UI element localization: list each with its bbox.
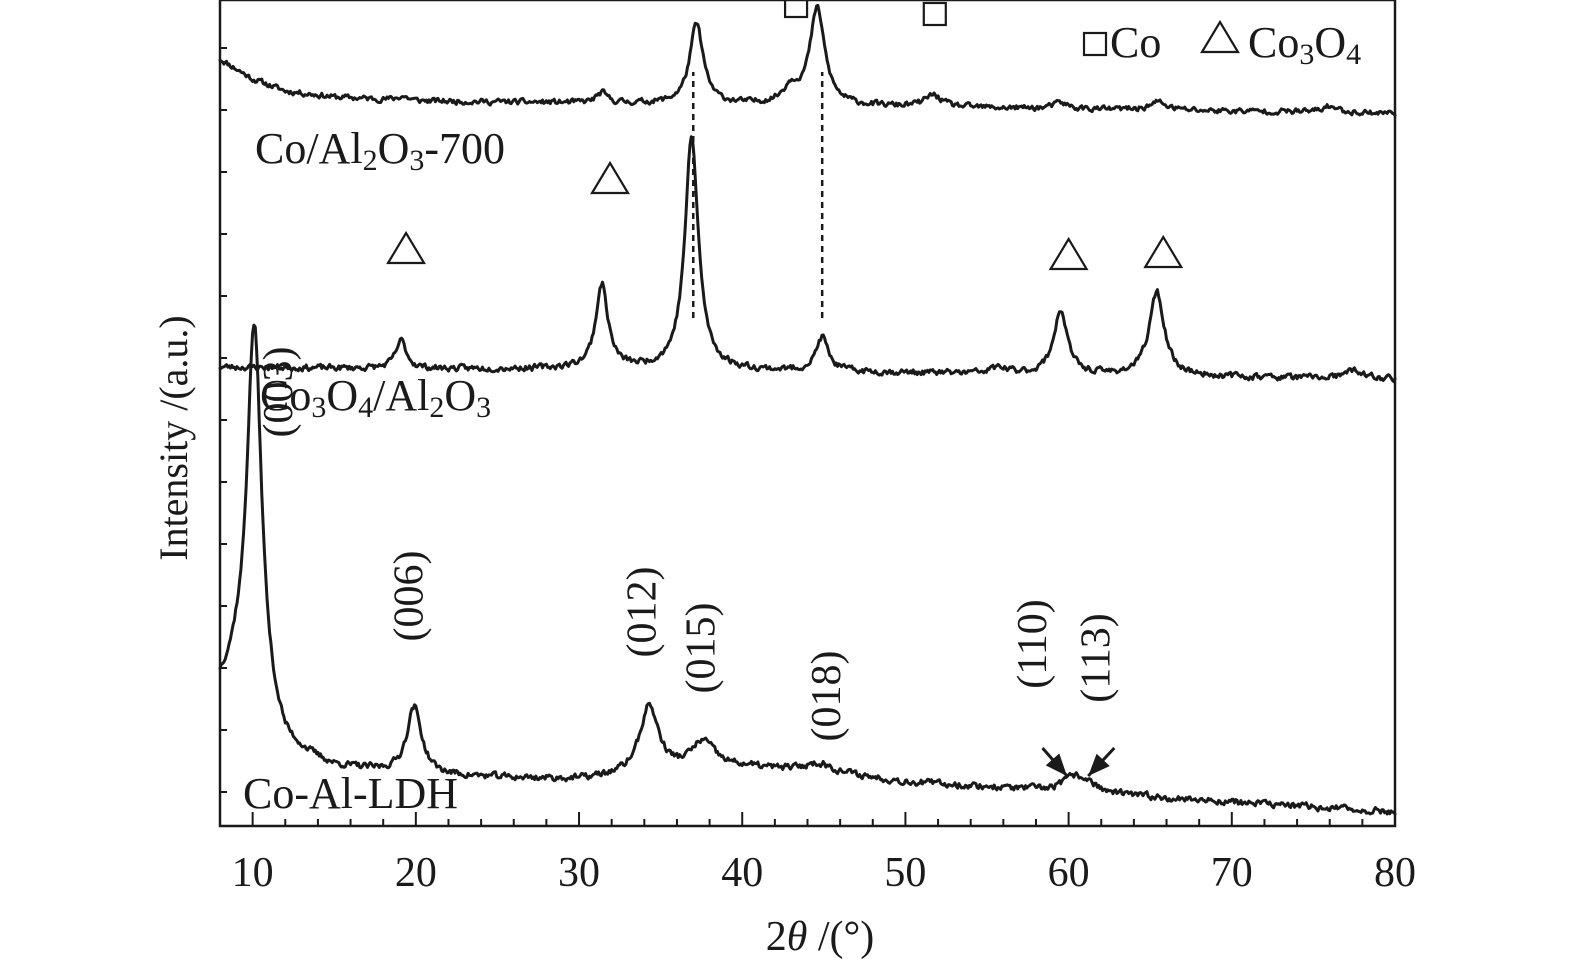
- legend: Co Co3O4: [1082, 18, 1361, 71]
- miller-index-label: (113): [1073, 613, 1119, 702]
- legend-square-symbol: [1082, 31, 1108, 57]
- x-tick-label: 20: [395, 850, 437, 896]
- x-tick-label: 70: [1211, 850, 1253, 896]
- series-label-1-part: 3: [311, 391, 326, 424]
- x-ticks: 10 20 30 40 50 60 70 80: [232, 812, 1416, 896]
- plot-area: Co/Al2O3-700Co3O4/Al2O3Co-Al-LDH(003)(00…: [218, 0, 1397, 818]
- x-tick-label: 10: [232, 850, 274, 896]
- y-axis-label: Intensity /(a.u.): [151, 315, 196, 561]
- x-axis-label-prefix: 2: [766, 914, 787, 960]
- legend-label-co3o4: Co3O4: [1248, 18, 1361, 71]
- series-label-0-part: 2: [363, 144, 378, 177]
- series-trace-2: [218, 323, 1397, 816]
- series-label-1: Co3O4/Al2O3: [260, 371, 491, 424]
- arrow-head-1: [1088, 753, 1110, 776]
- peak-marker-triangle-7: [1143, 234, 1184, 269]
- arrow-head-0: [1045, 753, 1067, 776]
- x-tick-label: 50: [884, 850, 926, 896]
- miller-index-label: (003): [256, 347, 302, 438]
- series-label-0-part: 3: [409, 144, 424, 177]
- series-label-1-part: O: [326, 371, 358, 420]
- peak-marker-triangle-5: [590, 160, 630, 195]
- series-label-1-part: O: [444, 371, 476, 420]
- series-label-0-part: O: [378, 124, 410, 173]
- series-label-1-part: 4: [358, 391, 373, 424]
- series-label-1-part: Co: [260, 371, 311, 420]
- series-label-1-part: 3: [476, 391, 491, 424]
- series-trace-1: [218, 135, 1397, 384]
- x-tick-label: 30: [558, 850, 600, 896]
- x-tick-label: 80: [1374, 850, 1416, 896]
- miller-index-label: (110): [1010, 599, 1056, 688]
- x-axis-label-theta: θ: [787, 914, 808, 960]
- legend-label-co-part: Co: [1110, 18, 1161, 67]
- series-label-2: Co-Al-LDH: [243, 769, 458, 818]
- x-tick-label: 40: [721, 850, 763, 896]
- legend-label-co3o4-part: O: [1314, 18, 1346, 67]
- y-ticks: [220, 47, 227, 793]
- legend-label-co3o4-part: 3: [1299, 38, 1314, 71]
- legend-label-co: Co: [1110, 18, 1161, 67]
- peak-marker-square-2: [783, 0, 809, 19]
- miller-index-label: (012): [620, 567, 666, 658]
- x-tick-label: 60: [1048, 850, 1090, 896]
- peak-marker-square-3: [922, 1, 947, 27]
- peak-marker-triangle-4: [386, 230, 426, 265]
- series-label-0-part: -700: [424, 124, 505, 173]
- series-label-0: Co/Al2O3-700: [255, 124, 505, 177]
- series-label-2-part: Co-Al-LDH: [243, 769, 458, 818]
- x-axis-label-suffix: /(°): [807, 914, 874, 960]
- series-label-0-part: Co/Al: [255, 124, 363, 173]
- legend-triangle-symbol: [1200, 19, 1240, 54]
- peak-marker-triangle-6: [1048, 236, 1089, 271]
- miller-index-label: (006): [386, 551, 432, 642]
- legend-label-co3o4-part: Co: [1248, 18, 1299, 67]
- series-trace-0: [218, 3, 1397, 117]
- series-label-1-part: /Al: [373, 371, 429, 420]
- miller-index-label: (015): [678, 603, 724, 694]
- x-axis-label: 2θ /(°): [766, 914, 875, 960]
- legend-label-co3o4-part: 4: [1346, 38, 1361, 71]
- series-label-1-part: 2: [429, 391, 444, 424]
- miller-index-label: (018): [804, 651, 850, 742]
